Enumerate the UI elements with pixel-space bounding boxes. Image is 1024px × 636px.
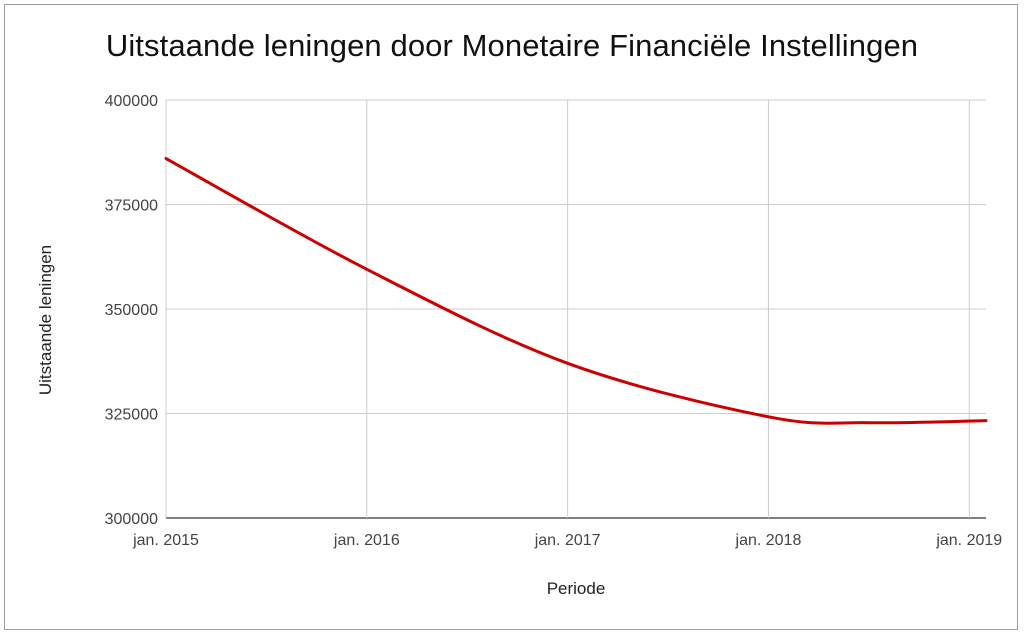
y-tick-label: 375000 bbox=[105, 198, 158, 215]
x-tick-label: jan. 2016 bbox=[333, 532, 400, 549]
series-line bbox=[164, 157, 988, 425]
chart-title: Uitstaande leningen door Monetaire Finan… bbox=[105, 28, 919, 63]
y-axis-label: Uitstaande leningen bbox=[36, 245, 55, 395]
x-tick-label: jan. 2015 bbox=[132, 532, 199, 549]
y-tick-label: 350000 bbox=[105, 302, 158, 319]
x-tick-label: jan. 2017 bbox=[534, 532, 601, 549]
y-tick-label: 400000 bbox=[105, 93, 158, 110]
x-tick-label: jan. 2018 bbox=[735, 532, 802, 549]
chart-frame bbox=[4, 4, 1018, 630]
x-axis-label: Periode bbox=[547, 579, 606, 598]
line-layer bbox=[164, 157, 988, 425]
grid-layer bbox=[165, 99, 986, 519]
tick-layer: 300000 325000 350000 375000 400000 jan. 2015 j… bbox=[105, 93, 1003, 549]
x-tick-label: jan. 2019 bbox=[935, 532, 1002, 549]
y-tick-label: 325000 bbox=[105, 407, 158, 424]
y-tick-label: 300000 bbox=[105, 511, 158, 528]
